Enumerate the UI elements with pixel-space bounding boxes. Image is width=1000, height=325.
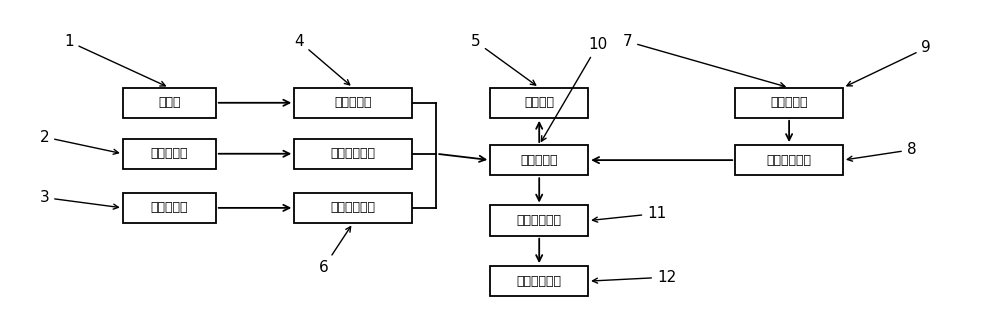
Text: 6: 6 [319, 227, 351, 275]
FancyBboxPatch shape [294, 193, 412, 223]
FancyBboxPatch shape [490, 145, 588, 175]
FancyBboxPatch shape [294, 88, 412, 118]
FancyBboxPatch shape [490, 88, 588, 118]
Text: 9: 9 [847, 40, 931, 86]
Text: 2: 2 [39, 130, 118, 154]
FancyBboxPatch shape [490, 266, 588, 296]
Text: 上隔离刀闸: 上隔离刀闸 [150, 147, 188, 160]
Text: 11: 11 [593, 206, 666, 222]
FancyBboxPatch shape [294, 138, 412, 169]
FancyBboxPatch shape [123, 88, 216, 118]
Text: 8: 8 [847, 142, 916, 161]
Text: 基准数据库: 基准数据库 [770, 96, 808, 109]
Text: 1: 1 [64, 34, 165, 86]
Text: 3: 3 [39, 190, 118, 209]
FancyBboxPatch shape [735, 145, 843, 175]
FancyBboxPatch shape [123, 138, 216, 169]
Text: 下隔离刀闸: 下隔离刀闸 [150, 202, 188, 214]
Text: 电压采集单元: 电压采集单元 [330, 202, 376, 214]
Text: 无线传输模块: 无线传输模块 [517, 214, 562, 227]
Text: 10: 10 [541, 37, 608, 141]
Text: 光电传感器: 光电传感器 [334, 96, 372, 109]
FancyBboxPatch shape [490, 205, 588, 236]
Text: 5: 5 [471, 34, 536, 85]
Text: 断路器: 断路器 [158, 96, 180, 109]
Text: 数据调取模块: 数据调取模块 [767, 154, 812, 167]
Text: 电流采集单元: 电流采集单元 [330, 147, 376, 160]
FancyBboxPatch shape [123, 193, 216, 223]
Text: 中央处理器: 中央处理器 [520, 154, 558, 167]
Text: 远程管理终端: 远程管理终端 [517, 275, 562, 288]
Text: 7: 7 [623, 34, 785, 87]
Text: 报警装置: 报警装置 [524, 96, 554, 109]
Text: 12: 12 [593, 270, 676, 285]
Text: 4: 4 [294, 34, 350, 85]
FancyBboxPatch shape [735, 88, 843, 118]
